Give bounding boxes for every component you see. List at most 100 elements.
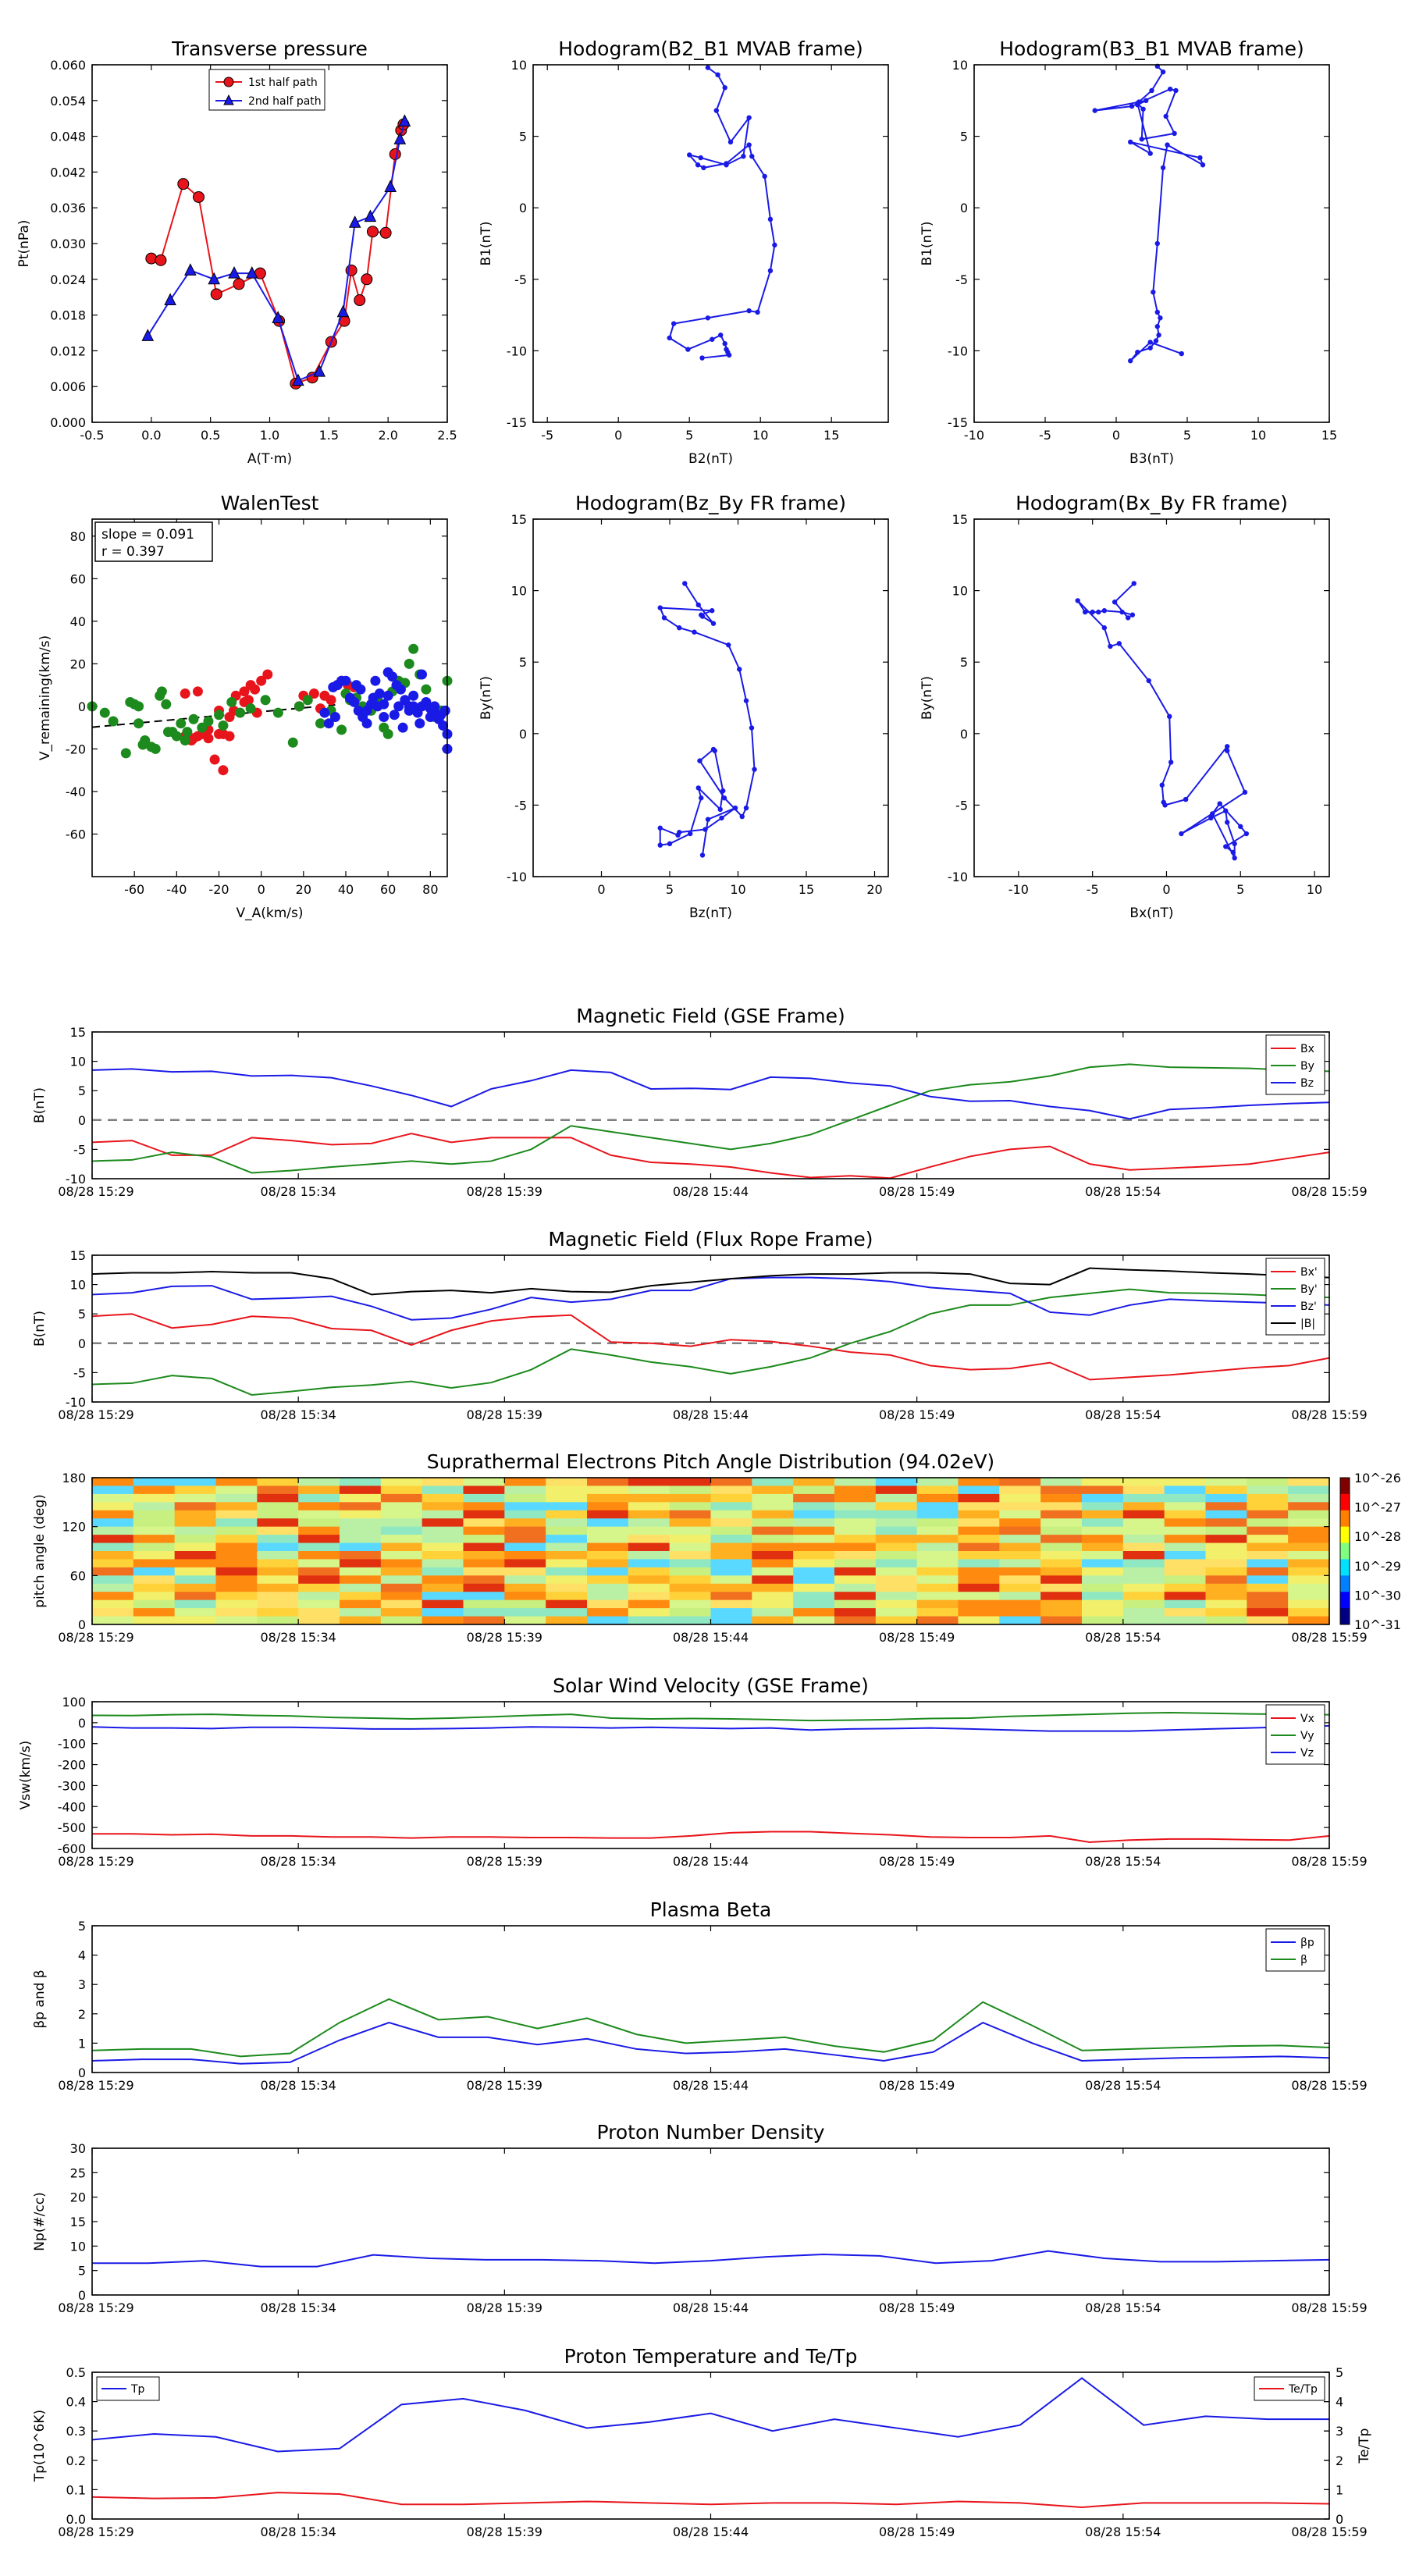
panel-np: Proton Number Density 0 5 10 15 20 25 30 08/28 1… [32,2121,1368,2315]
data-marker [1149,87,1154,94]
scatter-point [133,701,144,712]
data-marker [657,605,663,610]
heatmap-cell [1040,1535,1083,1544]
plot-frame [532,518,889,877]
data-marker [667,335,672,341]
heatmap-cell [1288,1583,1330,1592]
heatmap-cell [999,1485,1041,1495]
scatter-point [397,722,408,733]
colorbar-segment [1340,1542,1350,1560]
data-marker [1096,609,1101,615]
legend-label: β [1300,1954,1307,1966]
x-tick-label: 08/28 15:49 [879,1184,955,1199]
heatmap-cell [1082,1535,1124,1544]
y-tick-label: 80 [70,529,86,544]
x-tick-label: 1.0 [260,428,279,443]
chart-title: Hodogram(Bz_By FR frame) [575,492,846,514]
heatmap-cell [1164,1542,1206,1552]
heatmap-cell [1040,1542,1083,1552]
y-tick-label: 15 [70,1248,86,1263]
heatmap-cell [587,1542,629,1552]
data-marker [1125,615,1131,621]
x-tick-label: 10 [1250,428,1266,443]
heatmap-cell [1040,1616,1083,1625]
heatmap-cell [504,1518,546,1528]
heatmap-cell [669,1478,711,1486]
scatter-point [108,716,119,727]
heatmap-cell [628,1616,670,1625]
heatmap-cell [999,1518,1041,1528]
x-tick-label: 08/28 15:39 [467,2524,542,2539]
heatmap-cell [793,1575,835,1585]
data-marker [727,139,734,145]
heatmap-cell [1122,1567,1165,1576]
x-tick-label: 0 [597,882,605,897]
data-marker [710,608,715,614]
y-axis-label: V_remaining(km/s) [37,635,53,760]
y-tick-label-right: 3 [1336,2424,1343,2439]
panel-hodo_b3b1: Hodogram(B3_B1 MVAB frame)-15-10-50510-1… [919,37,1337,467]
legend-label: By [1300,1060,1314,1073]
colorbar-segment [1340,1575,1350,1592]
heatmap-cell [669,1592,711,1601]
heatmap-cell [504,1535,546,1544]
heatmap-cell [1082,1518,1124,1528]
heatmap-cell [752,1535,794,1544]
heatmap-cell [999,1559,1041,1568]
data-marker [245,266,258,279]
x-tick-label: 08/28 15:54 [1085,2078,1161,2093]
x-tick-label: 08/28 15:59 [1291,1630,1367,1645]
heatmap-cell [999,1502,1041,1511]
scatter-point [361,718,372,729]
x-tick-label: 08/28 15:34 [261,2078,336,2093]
data-marker [1243,831,1250,837]
heatmap-cell [587,1616,629,1625]
chart-title: Magnetic Field (GSE Frame) [576,1005,845,1027]
data-marker [682,581,688,586]
x-tick-label: 0.5 [201,428,220,443]
heatmap-cell [1082,1559,1124,1568]
heatmap-cell [1164,1502,1206,1511]
data-marker [1232,855,1237,861]
heatmap-cell [340,1592,382,1601]
data-marker [1232,841,1237,847]
heatmap-cell [1205,1616,1247,1625]
heatmap-cell [958,1583,1000,1592]
heatmap-cell [1164,1559,1206,1568]
heatmap-cell [916,1575,959,1585]
data-marker [685,347,691,352]
heatmap-cell [133,1535,176,1544]
heatmap-cell [463,1510,505,1519]
scatter-point [180,688,190,699]
data-marker [1135,101,1140,106]
heatmap-cell [628,1608,670,1617]
heatmap-cell [257,1599,299,1609]
y-tick-label: 0.3 [66,2424,86,2439]
heatmap-cell [669,1583,711,1592]
data-marker [177,178,190,190]
x-tick-label: -10 [1008,882,1029,897]
x-tick-label: 08/28 15:34 [261,1407,336,1422]
plot-frame [91,1254,1330,1403]
heatmap-cell [1122,1502,1165,1511]
heatmap-cell [340,1608,382,1617]
scatter-point [120,748,131,759]
y-tick-label: 0.060 [50,58,86,73]
plot-background [533,519,888,877]
heatmap-cell [916,1542,959,1552]
data-marker [718,333,724,338]
y-tick-label: -5 [73,1142,86,1157]
y-tick-label: 10 [952,58,968,73]
heatmap-cell [1122,1616,1165,1625]
heatmap-cell [793,1542,835,1552]
heatmap-cell [1122,1478,1165,1486]
data-marker [695,785,701,791]
heatmap-cell [1288,1592,1330,1601]
data-marker [1151,290,1156,295]
heatmap-cell [834,1535,877,1544]
heatmap-cell [298,1592,340,1601]
heatmap-cell [546,1575,588,1585]
chart-title: Proton Number Density [597,2121,825,2144]
y-tick-label: -600 [58,1841,86,1856]
